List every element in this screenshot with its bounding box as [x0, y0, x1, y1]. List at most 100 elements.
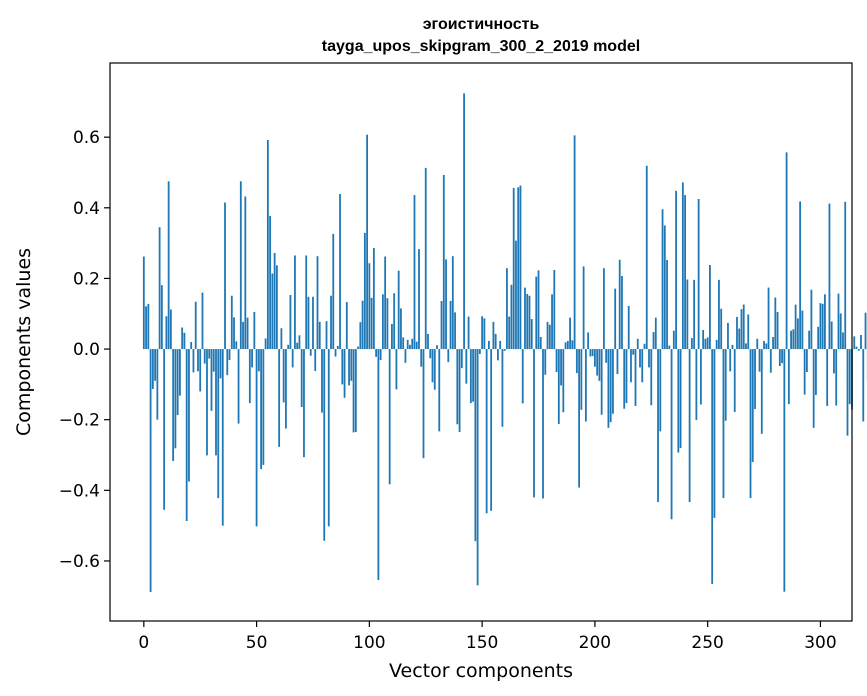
x-axis-ticks: 0 50 100 150 200 250 300: [138, 621, 837, 653]
bar-component-227: [654, 317, 657, 350]
bar-component-170: [526, 293, 529, 350]
bar-component-74: [309, 349, 312, 356]
bar-component-114: [400, 308, 402, 350]
bar-component-133: [442, 174, 445, 350]
bar-component-222: [643, 343, 646, 350]
bar-component-201: [596, 349, 599, 376]
bar-component-68: [296, 342, 299, 350]
plot-area-frame: [109, 62, 853, 622]
bar-component-233: [668, 345, 671, 350]
bar-component-246: [697, 198, 700, 350]
bar-component-89: [343, 349, 346, 398]
bar-component-137: [451, 256, 454, 350]
bar-component-105: [379, 349, 382, 361]
bar-component-226: [652, 332, 655, 350]
bar-component-216: [630, 349, 632, 383]
bar-component-82: [327, 349, 330, 527]
bar-component-101: [370, 297, 373, 350]
bar-component-30: [210, 349, 213, 411]
bar-component-21: [190, 342, 193, 350]
bar-component-173: [533, 349, 535, 498]
bar-component-244: [693, 279, 696, 350]
bar-component-186: [562, 349, 565, 413]
bar-component-123: [420, 349, 423, 367]
bar-component-178: [544, 349, 547, 375]
y-axis-ticks: −0.6 −0.4 −0.2 0.0 0.2 0.4 0.6: [59, 128, 110, 572]
bar-component-111: [393, 293, 396, 350]
bar-component-306: [833, 349, 835, 374]
bar-component-167: [519, 185, 522, 350]
bar-component-290: [796, 318, 799, 350]
bar-component-125: [424, 167, 427, 350]
bar-component-22: [192, 349, 195, 373]
bar-component-73: [307, 296, 310, 350]
bar-component-199: [591, 349, 594, 357]
bar-component-278: [769, 349, 772, 373]
bar-component-168: [521, 349, 524, 404]
bar-component-95: [357, 346, 359, 350]
bar-component-113: [397, 270, 400, 350]
bar-component-180: [548, 324, 551, 350]
bar-component-4: [151, 349, 154, 389]
bar-component-296: [810, 289, 813, 350]
x-axis-label: Vector components: [389, 660, 573, 682]
bar-component-183: [555, 349, 558, 373]
bar-component-16: [179, 349, 181, 396]
bar-component-112: [395, 349, 398, 390]
bar-component-257: [722, 349, 725, 499]
bar-component-279: [772, 337, 774, 350]
bar-component-294: [805, 349, 808, 373]
bar-component-230: [661, 209, 664, 350]
bar-component-288: [792, 329, 795, 350]
bar-component-71: [303, 349, 305, 458]
bar-component-13: [172, 349, 175, 462]
bar-component-241: [686, 279, 689, 350]
bar-component-271: [754, 349, 756, 410]
bar-component-220: [639, 349, 641, 368]
bar-component-254: [715, 339, 718, 350]
bar-component-28: [206, 349, 208, 456]
bar-component-190: [571, 340, 574, 350]
bar-component-238: [679, 349, 682, 448]
bar-component-259: [727, 322, 729, 350]
bar-component-87: [339, 194, 341, 350]
bar-component-88: [341, 349, 344, 385]
bar-component-247: [699, 349, 702, 405]
bar-component-135: [447, 349, 450, 363]
bar-component-200: [593, 349, 596, 367]
bar-component-46: [246, 317, 249, 350]
bar-component-50: [255, 349, 258, 527]
bar-component-203: [600, 349, 603, 415]
bar-component-63: [285, 349, 287, 429]
bar-component-76: [314, 349, 317, 371]
bar-component-98: [363, 232, 366, 350]
bar-component-31: [212, 349, 215, 372]
bar-component-261: [731, 344, 734, 350]
bar-component-194: [580, 349, 583, 410]
bar-component-207: [609, 349, 612, 423]
bar-component-317: [857, 349, 860, 351]
bar-component-155: [492, 321, 495, 350]
bar-component-175: [537, 270, 540, 350]
bar-component-292: [801, 310, 804, 350]
bar-component-124: [422, 349, 425, 459]
bar-component-299: [817, 326, 820, 350]
bar-component-106: [381, 294, 384, 350]
bar-component-27: [203, 349, 206, 364]
bar-component-305: [830, 321, 833, 350]
bar-component-313: [848, 349, 851, 405]
bar-component-44: [242, 321, 244, 350]
bar-component-312: [846, 349, 849, 436]
bar-component-32: [215, 349, 217, 456]
bar-component-240: [684, 195, 686, 350]
bar-component-150: [481, 316, 484, 350]
bar-component-136: [449, 301, 452, 350]
x-tick-label: 100: [353, 633, 385, 653]
bar-component-215: [627, 305, 630, 350]
bar-component-8: [160, 285, 163, 350]
bar-component-258: [724, 349, 727, 421]
bar-component-163: [510, 284, 513, 350]
bar-component-166: [517, 187, 520, 350]
bar-component-138: [454, 312, 456, 350]
bar-component-262: [733, 349, 736, 412]
